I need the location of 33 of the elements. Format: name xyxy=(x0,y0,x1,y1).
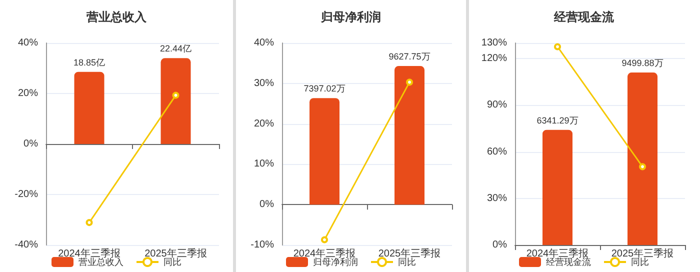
y-tick-label: 60% xyxy=(486,146,508,158)
y-tick-label: -40% xyxy=(14,240,38,250)
legend-label: 同比 xyxy=(398,257,416,267)
data-label: 7397.02万 xyxy=(304,84,346,94)
data-label: 18.85亿 xyxy=(73,57,106,68)
y-tick-label: 40% xyxy=(18,38,38,48)
y-tick-label: 0% xyxy=(24,138,38,150)
y-tick-label: 30% xyxy=(486,192,508,204)
legend-label: 同比 xyxy=(164,257,182,267)
legend-label: 营业总收入 xyxy=(78,257,124,267)
y-tick-label: 0% xyxy=(492,240,508,250)
y-tick-label: -20% xyxy=(14,189,38,200)
chart-title: 营业总收入 xyxy=(86,10,148,24)
legend-label: 同比 xyxy=(631,257,649,267)
y-tick-label: 120% xyxy=(481,53,508,64)
data-label: 22.44亿 xyxy=(160,44,192,54)
y-tick-label: -10% xyxy=(250,240,274,250)
y-tick-label: 10% xyxy=(254,158,274,170)
y-tick-label: 30% xyxy=(254,78,274,89)
data-label: 9627.75万 xyxy=(388,52,430,62)
y-tick-label: 20% xyxy=(18,88,38,99)
legend-label: 经营现金流 xyxy=(546,257,591,267)
data-label: 9499.88万 xyxy=(622,58,664,68)
y-tick-label: 40% xyxy=(254,38,274,48)
y-tick-label: 90% xyxy=(486,100,508,111)
legend-label: 归母净利润 xyxy=(313,257,358,267)
y-tick-label: 0% xyxy=(260,199,274,210)
y-tick-label: 130% xyxy=(481,38,508,48)
data-label: 6341.29万 xyxy=(536,115,578,126)
chart-title: 经营现金流 xyxy=(553,10,615,24)
chart-title: 归母净利润 xyxy=(320,10,381,24)
x-tick-label: 2024年三季报 xyxy=(293,248,356,260)
y-tick-label: 20% xyxy=(254,118,274,130)
